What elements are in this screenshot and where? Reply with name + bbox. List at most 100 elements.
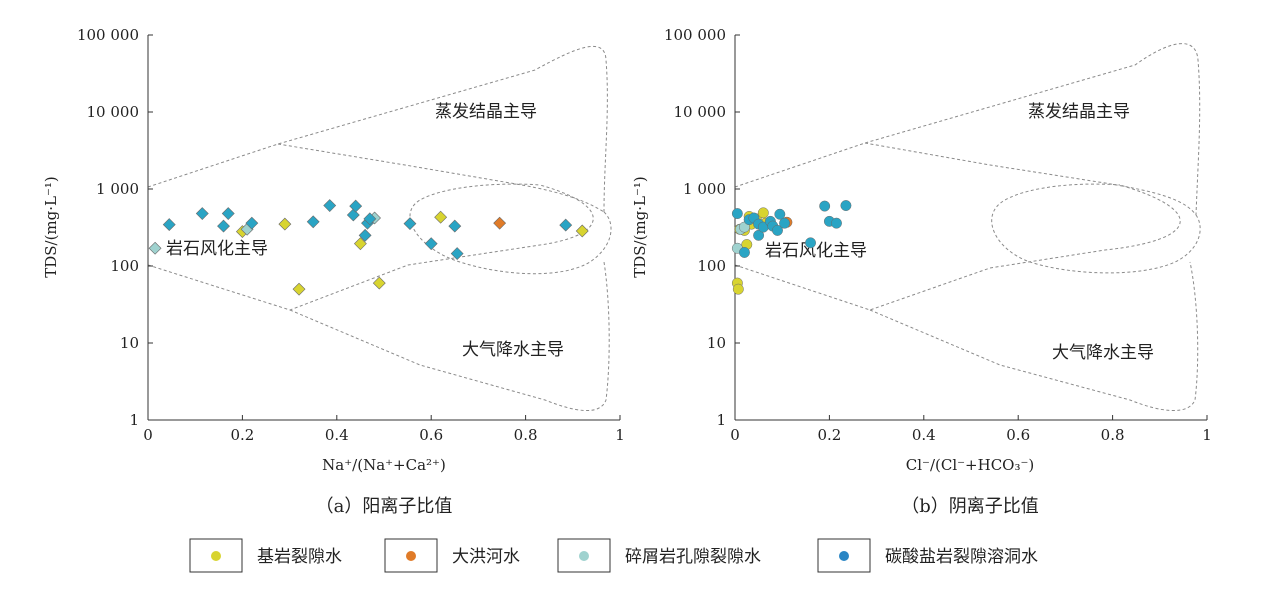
y-tick-label: 1 000 — [96, 180, 139, 198]
data-point — [831, 217, 842, 229]
y-tick-label: 1 000 — [683, 180, 726, 198]
boundary-rock-ellipse — [409, 183, 612, 275]
legend-label: 碳酸盐岩裂隙溶洞水 — [885, 547, 1038, 567]
data-point — [493, 216, 507, 230]
y-axis-title: TDS/(mg·L⁻¹) — [42, 176, 60, 278]
x-tick-labels: 0 0.2 0.4 0.6 0.8 1 — [143, 415, 625, 444]
legend-label: 碎屑岩孔隙裂隙水 — [625, 547, 761, 567]
legend-label: 大洪河水 — [452, 547, 520, 567]
x-tick-labels: 0 0.2 0.4 0.6 0.8 1 — [730, 415, 1212, 444]
data-point — [358, 228, 372, 242]
x-tick-label: 0.8 — [1101, 426, 1125, 444]
data-point — [779, 217, 791, 229]
x-tick-label: 0.2 — [817, 426, 841, 444]
y-tick-label: 1 — [716, 411, 726, 429]
legend-item-bedrock-fissure: 基岩裂隙水 — [189, 538, 342, 573]
legend-item-carbonate-karst: 碳酸盐岩裂隙溶洞水 — [817, 538, 1038, 573]
data-point — [774, 208, 786, 220]
boundary-rock-ellipse — [991, 183, 1201, 274]
data-point — [221, 207, 235, 220]
data-point — [819, 200, 831, 212]
x-tick-label: 1 — [615, 426, 625, 444]
y-tick-label: 1 — [129, 411, 139, 429]
data-point — [195, 207, 209, 220]
data-point — [349, 199, 363, 213]
data-point — [162, 218, 176, 232]
y-tick-label: 10 000 — [674, 103, 727, 121]
y-tick-label: 10 000 — [87, 103, 140, 121]
x-tick-label: 0.4 — [912, 426, 936, 444]
legend: 基岩裂隙水 大洪河水 碎屑岩孔隙裂隙水 碳酸盐岩裂隙溶洞水 — [189, 538, 1038, 573]
legend-label: 基岩裂隙水 — [257, 547, 342, 567]
data-points — [148, 199, 589, 296]
data-point — [753, 229, 765, 241]
region-label-evaporation: 蒸发结晶主导 — [1028, 102, 1130, 122]
gibbs-zone-boundaries — [147, 45, 612, 412]
legend-item-dahong-river: 大洪河水 — [384, 538, 520, 573]
boundary-precipitation — [869, 261, 1199, 412]
data-point — [450, 247, 464, 260]
y-tick-labels: 1 10 100 1 000 10 000 100 000 — [664, 26, 740, 429]
y-tick-label: 10 — [707, 334, 726, 352]
y-tick-labels: 1 10 100 1 000 10 000 100 000 — [77, 26, 153, 429]
legend-swatch — [839, 551, 849, 561]
region-label-rock-weathering: 岩石风化主导 — [166, 239, 268, 259]
legend-swatch — [406, 551, 416, 561]
data-point — [732, 283, 744, 295]
region-label-precipitation: 大气降水主导 — [462, 340, 564, 360]
data-point — [363, 212, 377, 226]
data-point — [245, 216, 259, 230]
x-tick-label: 0.2 — [230, 426, 254, 444]
anion-ratio-panel: 1 10 100 1 000 10 000 100 000 0 0.2 0.4 0.6 0.8 1 … — [631, 26, 1212, 517]
boundary-upper-middle — [277, 143, 605, 213]
data-point — [559, 218, 573, 232]
data-point — [372, 276, 386, 290]
legend-swatch — [211, 551, 221, 561]
data-point — [805, 237, 816, 249]
data-point — [575, 224, 589, 238]
cation-ratio-panel: 1 10 100 1 000 10 000 100 000 0 0.2 0.4 0.6 0.8 1 … — [42, 26, 625, 517]
panel-caption: （b）阴离子比值 — [901, 496, 1039, 517]
boundary-lower-left — [147, 184, 594, 311]
x-tick-label: 0.8 — [514, 426, 538, 444]
y-axis-title: TDS/(mg·L⁻¹) — [631, 176, 649, 278]
boundary-lower-left — [734, 184, 1181, 311]
boundary-evaporation — [147, 45, 608, 213]
gibbs-zone-boundaries — [734, 43, 1201, 412]
x-tick-label: 0.4 — [325, 426, 349, 444]
x-axis-title: Cl⁻/(Cl⁻+HCO₃⁻) — [906, 456, 1035, 474]
data-point — [148, 241, 162, 255]
y-tick-label: 100 000 — [664, 26, 726, 44]
data-points — [731, 200, 852, 295]
data-point — [757, 207, 769, 219]
data-point — [738, 246, 750, 258]
panel-caption: （a）阳离子比值 — [316, 496, 453, 517]
data-point — [292, 282, 306, 296]
legend-swatch — [579, 551, 589, 561]
y-tick-label: 100 — [697, 257, 726, 275]
legend-item-clastic-pore-fissure: 碎屑岩孔隙裂隙水 — [557, 538, 761, 573]
boundary-evaporation — [734, 43, 1201, 216]
data-point — [448, 219, 462, 233]
data-point — [353, 237, 367, 251]
data-point — [278, 217, 292, 231]
data-point — [403, 217, 417, 231]
x-tick-label: 0 — [730, 426, 740, 444]
y-tick-label: 10 — [120, 334, 139, 352]
x-tick-label: 0 — [143, 426, 153, 444]
y-tick-label: 100 — [110, 257, 139, 275]
x-tick-label: 0.6 — [1006, 426, 1030, 444]
boundary-upper-middle — [864, 142, 1197, 216]
data-point — [323, 199, 337, 212]
x-tick-label: 0.6 — [419, 426, 443, 444]
data-point — [424, 237, 438, 251]
data-point — [772, 224, 783, 236]
y-tick-label: 100 000 — [77, 26, 139, 44]
region-label-rock-weathering: 岩石风化主导 — [765, 241, 867, 261]
data-point — [217, 219, 230, 233]
region-label-evaporation: 蒸发结晶主导 — [435, 102, 537, 122]
data-point — [434, 210, 448, 224]
data-point — [306, 215, 320, 229]
data-point — [840, 200, 852, 211]
